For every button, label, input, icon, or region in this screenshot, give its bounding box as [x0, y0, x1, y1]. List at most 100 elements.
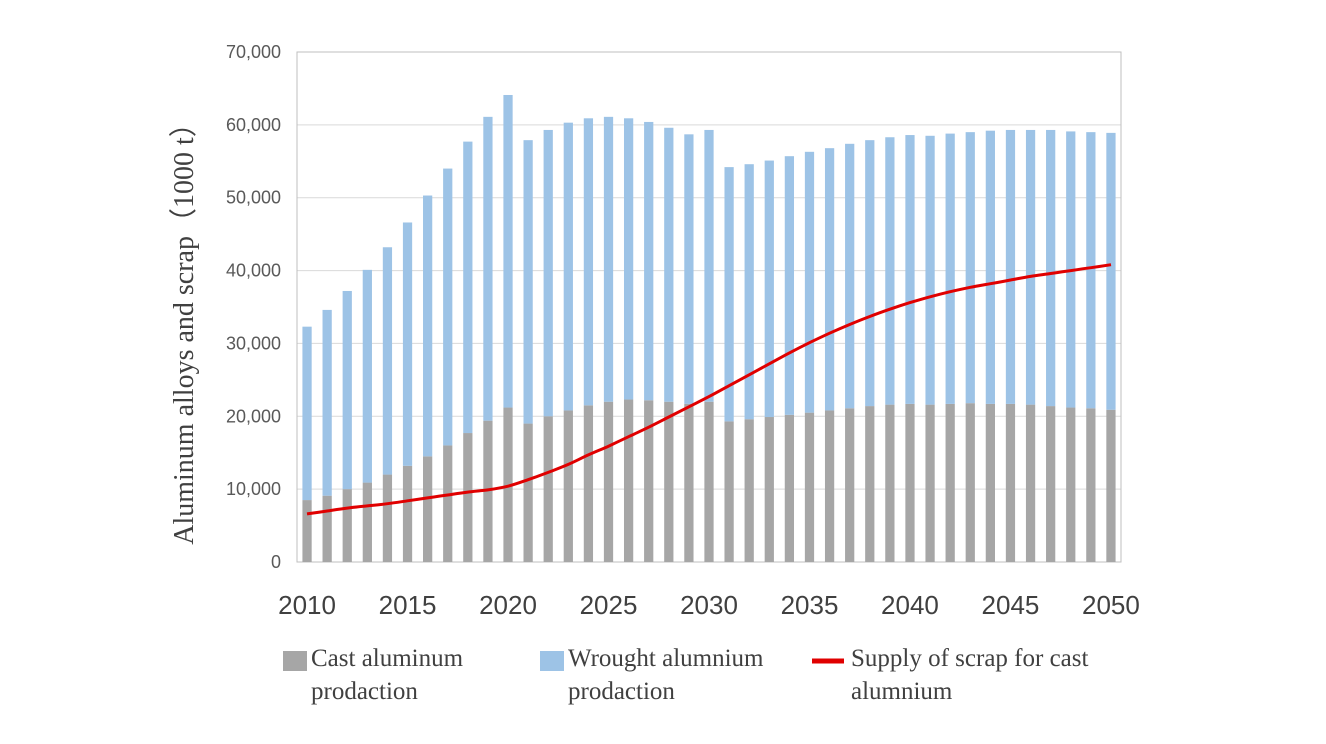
bar-wrought-aluminum	[1005, 129, 1016, 404]
bar-wrought-aluminum	[503, 94, 513, 408]
bar-wrought-aluminum	[543, 129, 553, 417]
bar-wrought-aluminum	[362, 269, 372, 483]
bar-cast-aluminum	[382, 474, 393, 562]
bar-wrought-aluminum	[1086, 132, 1096, 409]
bar-wrought-aluminum	[423, 195, 433, 457]
x-tick-label: 2025	[580, 590, 638, 620]
bar-cast-aluminum	[804, 412, 815, 562]
bar-cast-aluminum	[925, 404, 935, 562]
x-tick-label: 2040	[881, 590, 939, 620]
bar-cast-aluminum	[423, 456, 433, 562]
x-tick-label: 2050	[1082, 590, 1140, 620]
bar-cast-aluminum	[463, 433, 473, 562]
bar-cast-aluminum	[764, 417, 774, 562]
legend-label-wrought: Wrought alumnium prodaction	[568, 645, 764, 705]
y-tick-label: 30,000	[226, 333, 281, 353]
y-axis-title: Aluminum alloys and scrap（1000 t）	[168, 109, 200, 545]
bar-cast-aluminum	[302, 500, 312, 562]
bar-cast-aluminum	[684, 403, 694, 562]
bar-cast-aluminum	[362, 482, 372, 562]
series-line-scrap-supply	[306, 263, 1112, 516]
bar-cast-aluminum	[563, 410, 573, 562]
bar-cast-aluminum	[443, 445, 453, 562]
bar-wrought-aluminum	[845, 143, 855, 409]
bar-cast-aluminum	[945, 403, 955, 562]
x-tick-label: 2035	[781, 590, 839, 620]
bar-wrought-aluminum	[985, 130, 995, 404]
bar-cast-aluminum	[1106, 409, 1116, 562]
bar-wrought-aluminum	[603, 116, 614, 402]
bar-cast-aluminum	[865, 406, 875, 562]
x-tick-label: 2045	[982, 590, 1040, 620]
bar-wrought-aluminum	[684, 134, 694, 404]
bar-cast-aluminum	[885, 404, 895, 562]
bar-wrought-aluminum	[744, 164, 754, 420]
bar-wrought-aluminum	[965, 132, 975, 404]
bar-wrought-aluminum	[724, 167, 734, 422]
bar-cast-aluminum	[1066, 407, 1076, 562]
y-tick-label: 60,000	[226, 115, 281, 135]
bar-cast-aluminum	[824, 410, 835, 562]
bar-wrought-aluminum	[644, 121, 654, 401]
x-tick-label: 2030	[680, 590, 738, 620]
bar-wrought-aluminum	[463, 141, 473, 434]
bar-cast-aluminum	[1086, 408, 1096, 562]
bar-wrought-aluminum	[865, 140, 875, 407]
bars	[302, 94, 1116, 562]
bar-wrought-aluminum	[1046, 129, 1056, 407]
bar-wrought-aluminum	[885, 137, 895, 405]
legend-label-cast: Cast aluminum prodaction	[311, 645, 464, 705]
bar-cast-aluminum	[322, 495, 332, 562]
bar-wrought-aluminum	[523, 140, 533, 424]
bar-wrought-aluminum	[382, 247, 393, 475]
bar-cast-aluminum	[744, 419, 754, 562]
bar-wrought-aluminum	[402, 222, 413, 466]
bar-wrought-aluminum	[804, 151, 815, 413]
bar-wrought-aluminum	[704, 129, 714, 402]
y-tick-label: 10,000	[226, 479, 281, 499]
legend-label-scrap: Supply of scrap for cast alumnium	[851, 645, 1088, 705]
bar-wrought-aluminum	[1025, 129, 1036, 405]
bar-cast-aluminum	[845, 408, 855, 562]
bar-cast-aluminum	[724, 421, 734, 562]
bar-wrought-aluminum	[664, 127, 674, 402]
bar-cast-aluminum	[1046, 406, 1056, 562]
bar-wrought-aluminum	[563, 122, 573, 411]
bar-wrought-aluminum	[1106, 132, 1116, 410]
bar-cast-aluminum	[704, 401, 714, 562]
legend-swatch-wrought	[540, 651, 564, 671]
y-tick-label: 40,000	[226, 261, 281, 281]
bar-wrought-aluminum	[905, 135, 915, 404]
x-tick-label: 2010	[278, 590, 336, 620]
y-tick-label: 50,000	[226, 188, 281, 208]
bar-cast-aluminum	[583, 405, 594, 562]
bar-wrought-aluminum	[623, 118, 634, 400]
bar-cast-aluminum	[623, 399, 634, 562]
y-tick-label: 0	[271, 552, 281, 572]
bar-wrought-aluminum	[764, 160, 774, 418]
y-tick-label: 70,000	[226, 42, 281, 62]
x-tick-label: 2020	[479, 590, 537, 620]
bar-cast-aluminum	[603, 401, 614, 562]
bar-wrought-aluminum	[925, 135, 935, 405]
bar-cast-aluminum	[905, 403, 915, 562]
bar-cast-aluminum	[402, 465, 413, 562]
bar-cast-aluminum	[985, 403, 995, 562]
bar-wrought-aluminum	[784, 156, 795, 415]
bar-cast-aluminum	[965, 403, 975, 562]
legend: Cast aluminum prodaction Wrought alumnium…	[283, 645, 1088, 705]
bar-cast-aluminum	[664, 401, 674, 562]
bar-wrought-aluminum	[342, 290, 352, 490]
bar-cast-aluminum	[543, 416, 553, 562]
bar-cast-aluminum	[644, 400, 654, 562]
bar-wrought-aluminum	[824, 148, 835, 411]
legend-swatch-cast	[283, 651, 307, 671]
y-tick-label: 20,000	[226, 406, 281, 426]
x-axis-ticks: 2010 2015 2020 2025 2030 2035 2040 2045 2050	[278, 590, 1140, 620]
bar-wrought-aluminum	[583, 118, 594, 406]
bar-cast-aluminum	[1025, 404, 1036, 562]
bar-cast-aluminum	[342, 489, 352, 562]
bar-wrought-aluminum	[483, 116, 493, 421]
bar-wrought-aluminum	[302, 326, 312, 501]
